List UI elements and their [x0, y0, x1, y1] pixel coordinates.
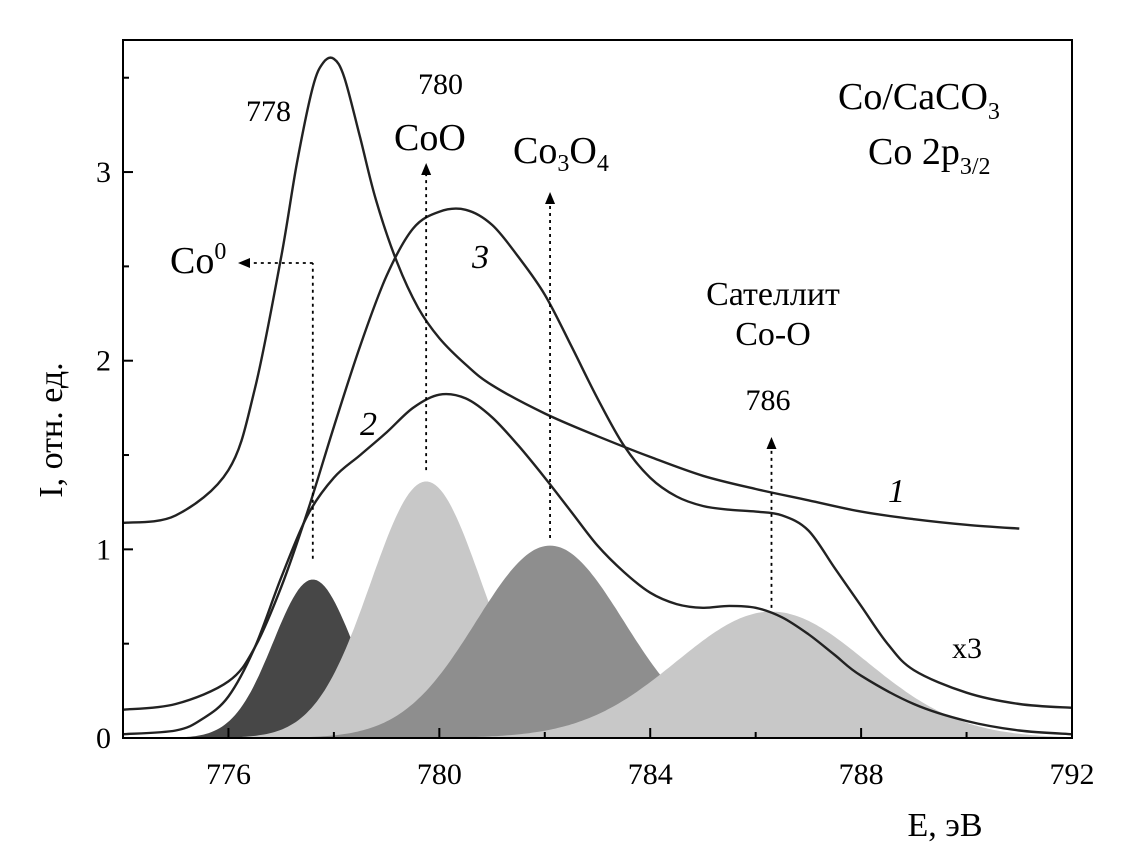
y-tick-label: 0: [96, 722, 111, 755]
x-axis-label: E, эВ: [907, 807, 982, 844]
y-tick-label: 1: [96, 533, 111, 566]
peak-Co3O4: [217, 545, 883, 738]
x-tick-label: 780: [417, 758, 462, 791]
plot-frame: [122, 39, 1073, 739]
coo-label: CoO: [394, 117, 466, 159]
curve-2: [122, 392, 1073, 736]
satellite-arrow-head: [766, 437, 777, 449]
energy-label-780: 780: [418, 68, 463, 101]
energy-label-778: 778: [246, 95, 291, 128]
scale-factor-label: x3: [952, 632, 982, 665]
sample-label: Co/CaCO3: [838, 76, 1000, 125]
co0-arrow-head: [238, 258, 250, 268]
x-tick-label: 788: [839, 758, 884, 791]
axis-ticks: 776 780 784 788 792 0 1 2 3: [96, 76, 1095, 791]
fitted-peaks: [134, 481, 1072, 738]
coo-arrow-head: [421, 163, 432, 175]
x-tick-label: 784: [628, 758, 673, 791]
y-tick-label: 3: [96, 156, 111, 189]
satellite-label-cooo: Co-O: [735, 316, 811, 353]
y-axis-label: I, отн. ед.: [33, 362, 70, 497]
curve-label-1: 1: [888, 473, 905, 510]
peak-Co0: [134, 579, 491, 738]
peak-satellite: [344, 611, 1072, 738]
core-level-label: Co 2p3/2: [868, 131, 991, 180]
peak-arrows: [238, 163, 777, 608]
spectra-curves: [122, 56, 1073, 736]
y-tick-label: 2: [96, 345, 111, 378]
co3o4-arrow-head: [545, 192, 556, 204]
curve-label-2: 2: [360, 406, 377, 443]
curve-3: [122, 207, 1073, 711]
curve-label-3: 3: [471, 239, 489, 276]
co0-label: Co0: [170, 239, 226, 282]
peak-CoO: [177, 481, 676, 738]
curve-1: [122, 56, 1020, 530]
co3o4-label: Co3O4: [513, 130, 609, 177]
energy-label-786: 786: [746, 384, 791, 417]
x-tick-label: 792: [1050, 758, 1095, 791]
x-tick-label: 776: [206, 758, 251, 791]
satellite-label: Сателлит: [706, 276, 840, 313]
